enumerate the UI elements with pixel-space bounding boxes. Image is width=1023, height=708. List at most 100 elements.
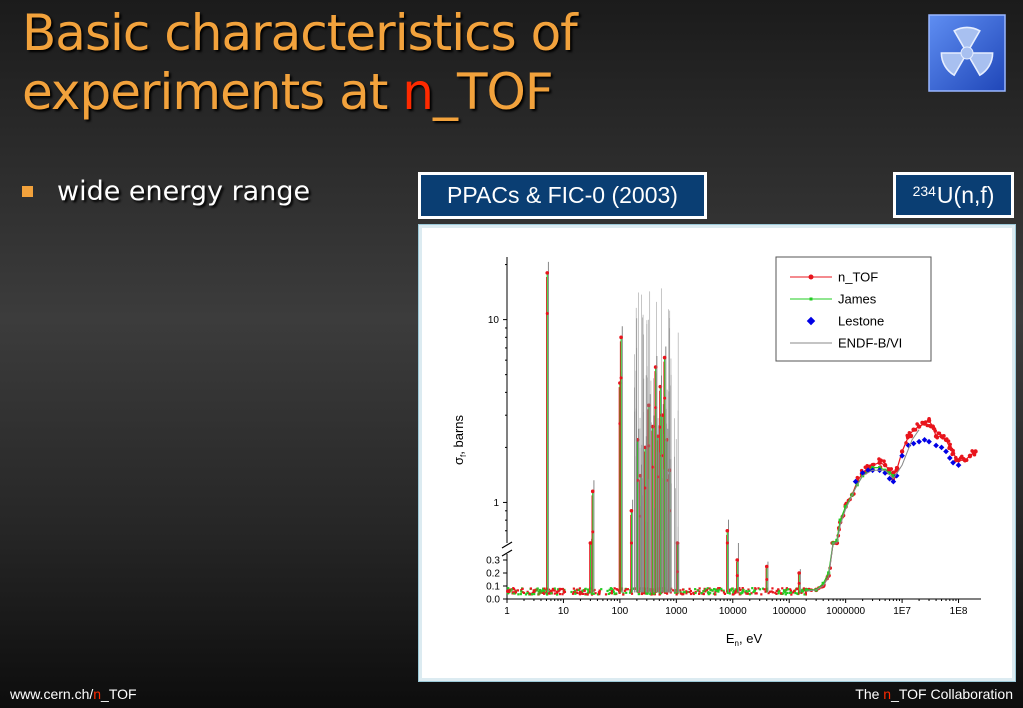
data-point (575, 588, 578, 591)
ntof-point (899, 449, 905, 454)
data-point (712, 587, 716, 591)
lestone-point (950, 459, 956, 466)
data-point (622, 593, 625, 596)
legend-swatch-marker (806, 316, 816, 326)
data-point (506, 590, 509, 593)
data-point (625, 588, 628, 591)
data-point (709, 588, 712, 591)
data-point (555, 590, 558, 593)
bullet-item: wide energy range (22, 176, 310, 207)
data-point (720, 589, 723, 592)
data-point (782, 592, 785, 595)
data-point (785, 587, 788, 590)
data-point (697, 589, 700, 592)
data-point (516, 589, 520, 592)
data-point (550, 591, 553, 594)
footer-collab-post: _TOF Collaboration (891, 686, 1013, 702)
x-tick-label: 10000 (719, 606, 747, 617)
data-point (604, 593, 608, 596)
footer-url-pre: www.cern.ch/ (10, 686, 94, 702)
x-tick-label: 1 (504, 606, 510, 617)
data-point (780, 592, 783, 595)
reaction-label: U(n,f) (936, 181, 995, 208)
data-point (800, 591, 803, 594)
ntof-point (942, 434, 946, 438)
data-point (694, 591, 697, 595)
data-point (672, 589, 675, 592)
ntof-point (619, 376, 623, 380)
data-point (745, 589, 748, 593)
ntof-point (588, 541, 592, 545)
data-point (533, 592, 536, 596)
data-point (700, 591, 703, 595)
lestone-point (926, 438, 932, 445)
ntof-point (970, 449, 974, 453)
ntof-point (923, 420, 928, 424)
data-point (596, 593, 600, 596)
data-point (517, 593, 520, 596)
data-point (512, 587, 515, 590)
radiation-trefoil-icon (928, 14, 1006, 92)
data-point (767, 592, 770, 595)
data-point (532, 589, 535, 592)
legend-label: n_TOF (838, 270, 878, 285)
data-point (804, 592, 807, 595)
data-point (746, 591, 749, 594)
data-point (732, 591, 735, 594)
ntof-point (935, 435, 940, 440)
cross-section-chart: 1 10 100 1000 10000 100000 1000000 1E7 1E8 0.0 0.1… (451, 256, 981, 648)
data-point (771, 587, 774, 590)
data-point (572, 587, 575, 590)
footer-url-post: _TOF (101, 686, 137, 702)
footer-collaboration: The n_TOF Collaboration (855, 686, 1013, 702)
ntof-point (889, 467, 894, 471)
data-point (570, 590, 573, 594)
data-point (553, 589, 556, 592)
data-point (786, 591, 789, 595)
data-point (781, 587, 784, 590)
data-point (800, 590, 803, 593)
data-point (549, 589, 553, 592)
data-point (698, 590, 701, 593)
legend-swatch-marker (808, 274, 814, 280)
lestone-point (899, 452, 905, 459)
data-point (732, 592, 735, 596)
data-point (520, 589, 523, 592)
data-point (789, 588, 792, 591)
data-point (612, 589, 615, 592)
data-point (803, 593, 806, 596)
data-point (760, 593, 763, 596)
data-point (584, 587, 587, 590)
data-point (561, 587, 565, 591)
ntof-peak-point (662, 355, 667, 360)
data-point (571, 592, 575, 595)
lestone-point (886, 475, 893, 482)
data-point (562, 589, 565, 592)
data-point (643, 591, 646, 595)
reaction-label-box: 234 U(n,f) (893, 172, 1014, 218)
data-point (640, 592, 643, 596)
lestone-point (910, 440, 917, 447)
data-point (717, 587, 720, 590)
bullet-text: wide energy range (57, 176, 311, 207)
data-point (618, 591, 621, 594)
data-point (715, 588, 718, 591)
ntof-point (909, 434, 913, 439)
data-point (615, 592, 618, 595)
legend-label: ENDF-B/VI (838, 336, 902, 351)
data-point (659, 592, 663, 595)
footer-url[interactable]: www.cern.ch/n_TOF (10, 686, 137, 702)
data-point (563, 590, 567, 593)
james-point (827, 571, 831, 575)
data-point (730, 587, 734, 590)
data-point (774, 591, 777, 594)
data-point (607, 592, 610, 595)
data-point (739, 588, 742, 592)
data-point (586, 593, 589, 596)
data-point (508, 589, 511, 592)
ntof-point (905, 435, 910, 440)
data-point (704, 590, 707, 593)
ntof-peak-point (545, 271, 550, 275)
data-point (679, 589, 682, 592)
ntof-point (891, 470, 896, 475)
